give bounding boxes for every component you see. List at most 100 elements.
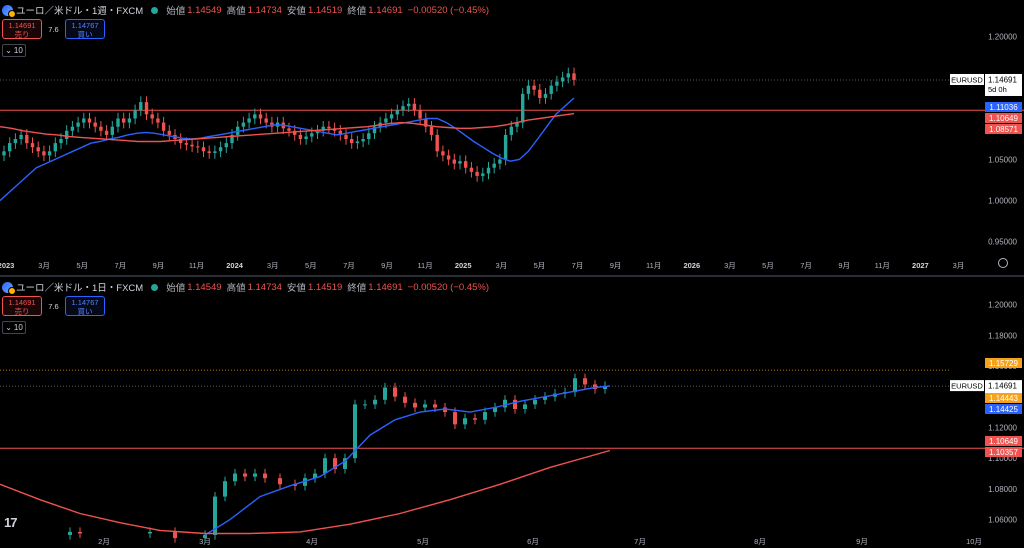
- daily-chart-pane[interactable]: 1.200001.180001.160001.140001.120001.100…: [0, 277, 1024, 548]
- pane-divider[interactable]: [0, 275, 1024, 277]
- y-tick-label: 1.00000: [988, 197, 1017, 206]
- candle: [87, 118, 92, 123]
- candle: [173, 531, 177, 539]
- candle: [243, 473, 247, 477]
- buy-label: 買い: [77, 30, 93, 39]
- candle: [373, 399, 377, 405]
- y-tick-label: 1.20000: [988, 32, 1017, 41]
- candle: [47, 151, 52, 156]
- sell-price: 1.14691: [8, 298, 36, 307]
- candle: [441, 151, 445, 156]
- trade-panel: 1.14691 売り 7.6 1.14767 買い: [2, 296, 105, 316]
- candle: [253, 473, 257, 477]
- x-tick-label: 3月: [953, 261, 965, 270]
- candle: [59, 139, 63, 144]
- candle: [603, 385, 607, 390]
- x-tick-label: 7月: [114, 261, 126, 270]
- buy-button[interactable]: 1.14767 買い: [65, 19, 105, 39]
- candle: [549, 85, 553, 94]
- candle: [572, 73, 576, 80]
- candle: [42, 151, 46, 156]
- weekly-chart-pane[interactable]: 1.200001.150001.100001.050001.000000.950…: [0, 0, 1024, 275]
- candle: [521, 93, 525, 123]
- sell-price: 1.14691: [8, 21, 36, 30]
- candle: [19, 134, 23, 139]
- candle: [429, 126, 434, 135]
- eurusd-symbol-icon: [2, 4, 16, 18]
- candle: [321, 126, 325, 131]
- candle: [179, 139, 183, 144]
- daily-chart-canvas[interactable]: 1.200001.180001.160001.140001.120001.100…: [0, 277, 1024, 548]
- level-badge: [985, 404, 1022, 414]
- x-tick-label: 9月: [381, 261, 393, 270]
- candle: [133, 110, 137, 119]
- candle: [344, 134, 348, 139]
- x-tick-label: 2023: [0, 261, 14, 270]
- x-tick-label: 7月: [634, 537, 646, 546]
- volume-label: 10: [13, 323, 23, 332]
- candle: [25, 134, 29, 144]
- x-tick-label: 9月: [610, 261, 622, 270]
- candle: [418, 110, 422, 119]
- open-value: 1.14549: [187, 4, 222, 16]
- x-tick-label: 11月: [646, 261, 661, 270]
- x-tick-label: 5月: [305, 261, 317, 270]
- price-tag-box: [985, 73, 1022, 96]
- tradingview-logo[interactable]: 17: [4, 515, 18, 530]
- level-badge: [985, 447, 1022, 457]
- x-tick-label: 2024: [226, 261, 244, 270]
- candle: [184, 143, 189, 145]
- level-badge: [985, 436, 1022, 446]
- moving-average-red: [0, 112, 575, 143]
- candle: [333, 458, 337, 469]
- x-tick-label: 2026: [683, 261, 700, 270]
- candle: [76, 122, 80, 127]
- candle: [458, 161, 462, 164]
- volume-toggle[interactable]: ⌄ 10: [2, 44, 26, 57]
- x-tick-label: 3月: [267, 261, 279, 270]
- weekly-chart-canvas[interactable]: 1.200001.150001.100001.050001.000000.950…: [0, 0, 1024, 275]
- high-value: 1.14734: [247, 281, 282, 293]
- x-tick-label: 9月: [838, 261, 850, 270]
- candle: [190, 144, 194, 147]
- candle: [355, 141, 360, 144]
- level-value: 1.11036: [989, 103, 1018, 112]
- candle: [503, 399, 507, 408]
- candle: [127, 118, 132, 123]
- sell-button[interactable]: 1.14691 売り: [2, 19, 42, 39]
- candle: [70, 126, 75, 131]
- candle: [566, 73, 570, 78]
- candle: [122, 118, 126, 123]
- sell-button[interactable]: 1.14691 売り: [2, 296, 42, 316]
- candle: [389, 114, 394, 119]
- candle: [213, 151, 217, 153]
- candle: [509, 126, 513, 135]
- candle: [203, 535, 207, 539]
- candle: [338, 130, 342, 135]
- candle: [343, 458, 347, 469]
- x-tick-label: 5月: [534, 261, 546, 270]
- level-value: 1.10649: [989, 437, 1018, 446]
- chart-title[interactable]: ユーロ／米ドル・1週・FXCM: [16, 6, 144, 17]
- settings-icon[interactable]: [998, 258, 1008, 268]
- price-tag-symbol-box: [950, 73, 984, 85]
- low-value: 1.14519: [307, 281, 343, 293]
- price-tag-countdown: 5d 0h: [988, 85, 1007, 94]
- chart-title[interactable]: ユーロ／米ドル・1日・FXCM: [16, 283, 144, 294]
- candle: [492, 163, 496, 168]
- sell-label: 売り: [14, 307, 30, 316]
- candle: [68, 531, 72, 535]
- candle: [526, 85, 531, 94]
- candle: [513, 399, 517, 410]
- x-tick-label: 2月: [98, 537, 110, 546]
- candle: [473, 418, 477, 420]
- candle: [555, 81, 559, 86]
- candle: [393, 387, 397, 397]
- buy-button[interactable]: 1.14767 買い: [65, 296, 105, 316]
- y-tick-label: 1.06000: [988, 516, 1017, 525]
- close-label: 終値: [347, 6, 367, 17]
- volume-toggle[interactable]: ⌄ 10: [2, 321, 26, 334]
- candle: [481, 173, 485, 176]
- candle: [264, 118, 268, 123]
- open-label: 始値: [166, 6, 186, 17]
